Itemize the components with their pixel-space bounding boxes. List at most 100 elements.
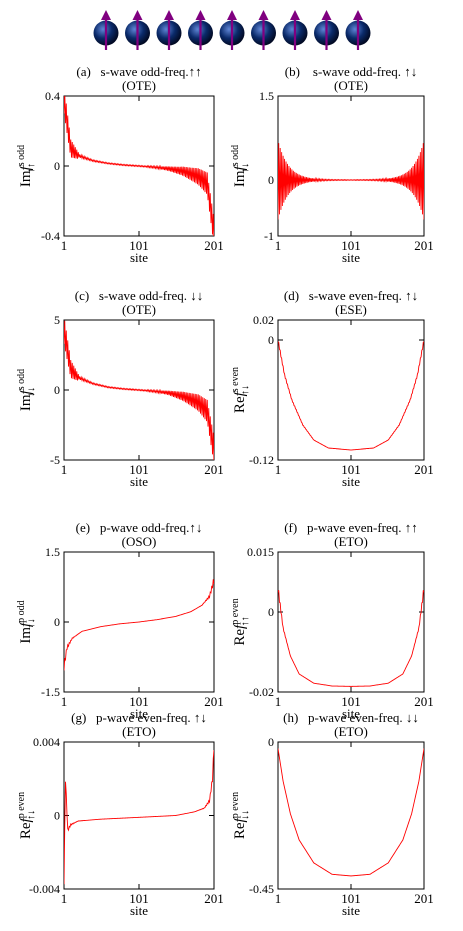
plot-frame bbox=[277, 95, 425, 237]
x-tick-label: 101 bbox=[341, 694, 361, 709]
y-tick-label: -0.12 bbox=[249, 453, 274, 467]
x-axis-label: site bbox=[130, 250, 148, 265]
spin-arrow-head bbox=[321, 10, 332, 20]
panel-subtitle: (OSO) bbox=[122, 534, 157, 549]
series-line bbox=[278, 590, 424, 687]
y-label-superscript: s even bbox=[230, 367, 241, 392]
spin-site bbox=[125, 10, 150, 50]
y-label-f: f bbox=[232, 816, 248, 822]
x-axis-label: site bbox=[342, 250, 360, 265]
y-label-prefix: Im bbox=[18, 627, 34, 644]
panel-title: (h) p-wave even-freq. ↓↓ bbox=[283, 710, 419, 725]
y-label-prefix: Im bbox=[232, 170, 248, 187]
y-label-prefix: Im bbox=[18, 170, 34, 187]
plot-frame bbox=[277, 551, 425, 693]
panel-a: (a) s-wave odd-freq.↑↑(OTE) 1 101 201 site 0.… bbox=[16, 64, 224, 265]
x-axis-label: site bbox=[342, 474, 360, 489]
series-line bbox=[64, 320, 214, 460]
panel-subtitle: (OTE) bbox=[122, 302, 156, 317]
y-tick-label: 0 bbox=[54, 383, 60, 397]
spin-arrow-head bbox=[195, 10, 206, 20]
panel-title: (b) s-wave odd-freq. ↑↓ bbox=[285, 64, 417, 79]
x-tick-label: 201 bbox=[204, 462, 224, 477]
y-tick-label: 0.4 bbox=[45, 89, 60, 103]
x-axis-label: site bbox=[130, 706, 148, 721]
spin-site bbox=[156, 10, 182, 50]
x-tick-label: 1 bbox=[61, 891, 68, 906]
x-tick-label: 201 bbox=[204, 238, 224, 253]
y-axis-label: Refp even↑↑ bbox=[230, 598, 251, 645]
y-label-subscript: ↑↓ bbox=[240, 163, 251, 173]
x-tick-label: 201 bbox=[414, 238, 434, 253]
spin-site bbox=[345, 10, 371, 50]
panel-title: (e) p-wave odd-freq.↑↓ bbox=[76, 520, 203, 535]
series-line bbox=[278, 143, 424, 220]
y-label-f: f bbox=[18, 164, 34, 170]
y-label-f: f bbox=[232, 623, 248, 629]
y-tick-label: -0.004 bbox=[29, 882, 60, 896]
panel-title: (d) s-wave even-freq. ↑↓ bbox=[284, 288, 418, 303]
y-tick-label: 1.5 bbox=[45, 545, 60, 559]
panel-subtitle: (OTE) bbox=[334, 78, 368, 93]
x-axis-label: site bbox=[342, 706, 360, 721]
y-tick-label: 0.02 bbox=[253, 313, 274, 327]
panel-subtitle: (ETO) bbox=[122, 724, 156, 739]
y-tick-label: -0.45 bbox=[249, 882, 274, 896]
y-label-f: f bbox=[18, 621, 34, 627]
y-label-f: f bbox=[232, 390, 248, 396]
y-tick-label: 0 bbox=[268, 173, 274, 187]
y-label-subscript: ↓↓ bbox=[240, 810, 251, 820]
x-tick-label: 101 bbox=[129, 238, 149, 253]
y-label-prefix: Re bbox=[232, 396, 248, 413]
x-tick-label: 101 bbox=[341, 891, 361, 906]
y-tick-label: -0.4 bbox=[41, 229, 60, 243]
x-tick-label: 201 bbox=[414, 462, 434, 477]
plot-frame bbox=[63, 741, 215, 890]
x-tick-label: 101 bbox=[129, 694, 149, 709]
panel-d: (d) s-wave even-freq. ↑↓(ESE) 1 101 201 site… bbox=[230, 288, 434, 489]
panel-subtitle: (ESE) bbox=[335, 302, 367, 317]
spin-arrow-head bbox=[290, 10, 300, 20]
y-tick-label: 0 bbox=[268, 605, 274, 619]
spin-arrow-head bbox=[132, 10, 143, 20]
x-tick-label: 101 bbox=[129, 891, 149, 906]
y-tick-label: 0 bbox=[54, 809, 60, 823]
panel-c: (c) s-wave odd-freq. ↓↓(OTE) 1 101 201 site 5… bbox=[16, 288, 224, 489]
x-tick-label: 101 bbox=[341, 462, 361, 477]
spin-arrow-head bbox=[164, 10, 174, 20]
panels: (a) s-wave odd-freq.↑↑ (OTE) 1 101 201 site 0.… bbox=[16, 64, 434, 918]
series-line bbox=[64, 579, 214, 671]
panel-f: (f) p-wave even-freq. ↑↑(ETO) 1 101 201 site… bbox=[230, 520, 434, 721]
spin-arrow-head bbox=[258, 10, 269, 20]
series-line bbox=[278, 748, 424, 877]
spin-site bbox=[314, 10, 339, 50]
y-tick-label: 0 bbox=[54, 159, 60, 173]
spin-chain bbox=[93, 10, 371, 50]
panel-title: (f) p-wave even-freq. ↑↑ bbox=[284, 520, 418, 535]
x-axis-label: site bbox=[342, 903, 360, 918]
y-label-prefix: Im bbox=[18, 394, 34, 411]
y-label-subscript: ↑↑ bbox=[240, 616, 251, 626]
panel-title: (c) s-wave odd-freq. ↓↓ bbox=[75, 288, 204, 303]
y-label-f: f bbox=[18, 816, 34, 822]
x-tick-label: 1 bbox=[61, 462, 68, 477]
y-label-subscript: ↑↓ bbox=[26, 810, 37, 820]
y-label-subscript: ↑↑ bbox=[26, 163, 37, 173]
spin-site bbox=[188, 10, 213, 50]
y-tick-label: -5 bbox=[50, 453, 60, 467]
x-tick-label: 201 bbox=[204, 891, 224, 906]
y-axis-label: Imfs odd↓↓ bbox=[16, 369, 37, 411]
y-label-superscript: p even bbox=[16, 792, 27, 818]
spin-arrow-head bbox=[227, 10, 237, 20]
y-axis-label: Imfp odd↑↓ bbox=[16, 600, 37, 643]
series-line bbox=[64, 96, 214, 236]
y-label-f: f bbox=[18, 388, 34, 394]
panel-subtitle: (ETO) bbox=[334, 534, 368, 549]
y-axis-label: Imfs odd↑↑ bbox=[16, 145, 37, 187]
plot-frame bbox=[277, 741, 425, 890]
panel-title: (a) s-wave odd-freq.↑↑ bbox=[76, 64, 201, 79]
y-tick-label: 0 bbox=[268, 735, 274, 749]
y-label-prefix: Re bbox=[232, 822, 248, 839]
